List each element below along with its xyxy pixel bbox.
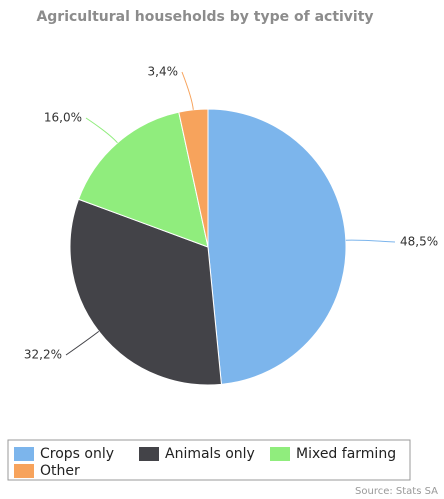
legend-label: Mixed farming: [296, 446, 396, 462]
data-label: 48,5%: [400, 235, 438, 249]
legend-label: Other: [40, 463, 80, 479]
legend-box: [7, 439, 411, 481]
legend-swatch: [270, 447, 290, 461]
pie-slice: [207, 108, 347, 385]
legend-swatch: [14, 464, 34, 478]
data-label: 16,0%: [44, 111, 82, 125]
pie-slice: [77, 111, 209, 248]
data-label: 32,2%: [24, 348, 62, 362]
pie-slice: [178, 108, 209, 248]
pie-slice: [69, 198, 222, 386]
label-connector: [85, 117, 118, 144]
label-connector: [181, 71, 194, 110]
source: Source: Stats SA: [355, 486, 438, 497]
label-connector: [65, 330, 100, 356]
legend-label: Crops only: [40, 446, 114, 462]
legend-swatch: [139, 447, 159, 461]
legend-swatch: [14, 447, 34, 461]
legend-label: Animals only: [165, 446, 255, 462]
data-label: 3,4%: [148, 65, 179, 79]
label-connector: [345, 239, 396, 243]
chart-title: Agricultural households by type of activ…: [36, 9, 373, 25]
